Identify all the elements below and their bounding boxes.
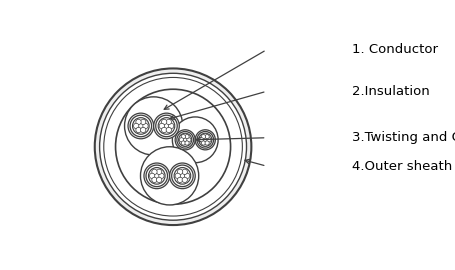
Circle shape — [182, 138, 187, 142]
Circle shape — [158, 173, 164, 178]
Circle shape — [201, 141, 205, 145]
Circle shape — [95, 68, 251, 225]
Circle shape — [177, 169, 182, 174]
Circle shape — [185, 141, 189, 145]
Circle shape — [136, 127, 141, 133]
Circle shape — [185, 134, 189, 139]
Circle shape — [148, 167, 165, 184]
Circle shape — [203, 138, 207, 142]
Circle shape — [149, 173, 154, 178]
Text: 2.Insulation: 2.Insulation — [351, 85, 429, 98]
Circle shape — [187, 138, 191, 142]
Circle shape — [205, 141, 209, 145]
Circle shape — [136, 119, 141, 124]
Circle shape — [156, 115, 177, 137]
Circle shape — [163, 123, 169, 129]
Circle shape — [159, 123, 164, 129]
Text: 3.Twisting and Cabling: 3.Twisting and Cabling — [351, 131, 455, 144]
Circle shape — [181, 134, 185, 139]
Circle shape — [182, 169, 187, 174]
Circle shape — [195, 130, 215, 150]
Circle shape — [182, 177, 187, 183]
Circle shape — [201, 134, 205, 139]
Circle shape — [152, 169, 157, 174]
Circle shape — [179, 173, 185, 178]
Circle shape — [199, 138, 203, 142]
Text: 1. Conductor: 1. Conductor — [351, 43, 437, 56]
Circle shape — [171, 165, 193, 187]
Circle shape — [166, 119, 171, 124]
Circle shape — [169, 163, 195, 189]
Circle shape — [130, 115, 151, 137]
Circle shape — [124, 97, 182, 155]
Circle shape — [142, 123, 148, 129]
Circle shape — [166, 127, 171, 133]
Circle shape — [133, 123, 139, 129]
Circle shape — [174, 167, 190, 184]
Circle shape — [99, 73, 246, 220]
Circle shape — [197, 131, 213, 148]
Circle shape — [175, 130, 195, 150]
Text: 4.Outer sheath: 4.Outer sheath — [351, 160, 451, 173]
Circle shape — [177, 177, 182, 183]
Circle shape — [140, 119, 146, 124]
Circle shape — [205, 134, 209, 139]
Circle shape — [140, 127, 146, 133]
Circle shape — [172, 117, 217, 163]
Circle shape — [177, 131, 193, 148]
Circle shape — [156, 177, 162, 183]
Circle shape — [153, 113, 179, 139]
Circle shape — [152, 177, 157, 183]
Circle shape — [161, 127, 167, 133]
Circle shape — [179, 138, 183, 142]
Circle shape — [181, 141, 185, 145]
Circle shape — [175, 173, 180, 178]
Circle shape — [128, 113, 153, 139]
Circle shape — [154, 173, 159, 178]
Circle shape — [158, 118, 174, 134]
Circle shape — [207, 138, 211, 142]
Circle shape — [138, 123, 143, 129]
Circle shape — [156, 169, 162, 174]
Circle shape — [178, 133, 192, 146]
Circle shape — [168, 123, 173, 129]
Circle shape — [161, 119, 167, 124]
Circle shape — [198, 133, 212, 146]
Circle shape — [132, 118, 149, 134]
Circle shape — [144, 163, 169, 189]
Circle shape — [184, 173, 189, 178]
Circle shape — [104, 77, 242, 216]
Circle shape — [115, 89, 230, 204]
Circle shape — [146, 165, 167, 187]
Circle shape — [140, 147, 198, 205]
